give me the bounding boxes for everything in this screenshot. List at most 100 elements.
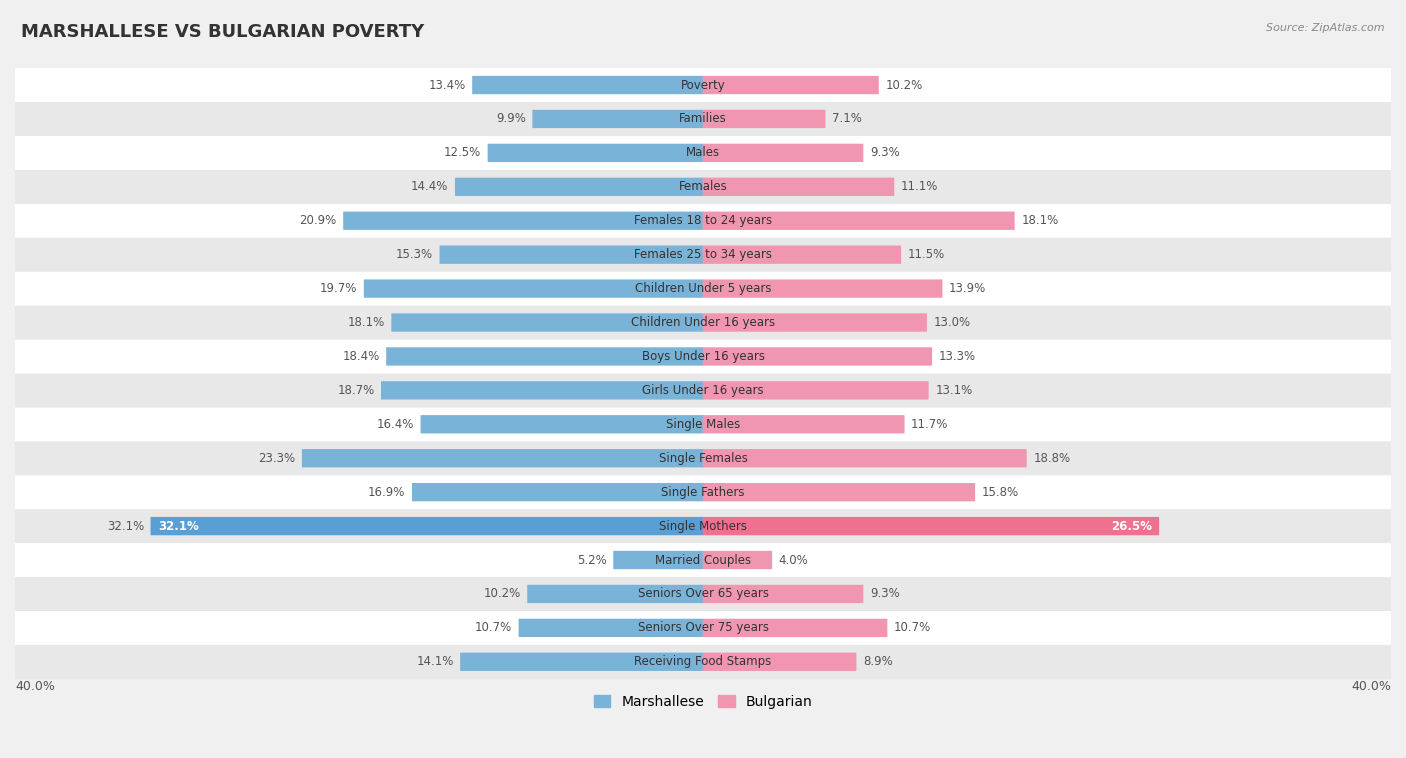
FancyBboxPatch shape xyxy=(15,543,1391,577)
Text: 12.5%: 12.5% xyxy=(444,146,481,159)
Text: Families: Families xyxy=(679,112,727,126)
FancyBboxPatch shape xyxy=(15,441,1391,475)
Text: 18.1%: 18.1% xyxy=(1021,215,1059,227)
FancyBboxPatch shape xyxy=(703,653,856,671)
FancyBboxPatch shape xyxy=(15,238,1391,271)
FancyBboxPatch shape xyxy=(613,551,703,569)
FancyBboxPatch shape xyxy=(381,381,703,399)
Text: Single Females: Single Females xyxy=(658,452,748,465)
Text: 13.4%: 13.4% xyxy=(429,79,465,92)
FancyBboxPatch shape xyxy=(527,584,703,603)
FancyBboxPatch shape xyxy=(15,611,1391,645)
FancyBboxPatch shape xyxy=(15,475,1391,509)
Text: 7.1%: 7.1% xyxy=(832,112,862,126)
FancyBboxPatch shape xyxy=(440,246,703,264)
FancyBboxPatch shape xyxy=(364,280,703,298)
Text: 18.8%: 18.8% xyxy=(1033,452,1070,465)
FancyBboxPatch shape xyxy=(703,144,863,162)
Text: 40.0%: 40.0% xyxy=(15,681,55,694)
Text: 20.9%: 20.9% xyxy=(299,215,336,227)
Text: Seniors Over 75 years: Seniors Over 75 years xyxy=(637,622,769,634)
Text: 15.3%: 15.3% xyxy=(396,248,433,262)
FancyBboxPatch shape xyxy=(15,271,1391,305)
FancyBboxPatch shape xyxy=(391,313,703,332)
FancyBboxPatch shape xyxy=(15,509,1391,543)
FancyBboxPatch shape xyxy=(15,136,1391,170)
FancyBboxPatch shape xyxy=(703,347,932,365)
FancyBboxPatch shape xyxy=(703,551,772,569)
FancyBboxPatch shape xyxy=(703,246,901,264)
Text: Girls Under 16 years: Girls Under 16 years xyxy=(643,384,763,397)
Text: Boys Under 16 years: Boys Under 16 years xyxy=(641,350,765,363)
Text: 13.3%: 13.3% xyxy=(939,350,976,363)
Text: 10.2%: 10.2% xyxy=(484,587,520,600)
FancyBboxPatch shape xyxy=(456,177,703,196)
Text: 26.5%: 26.5% xyxy=(1111,519,1152,533)
FancyBboxPatch shape xyxy=(703,280,942,298)
Text: 11.1%: 11.1% xyxy=(901,180,938,193)
Text: 15.8%: 15.8% xyxy=(981,486,1019,499)
FancyBboxPatch shape xyxy=(15,577,1391,611)
FancyBboxPatch shape xyxy=(15,305,1391,340)
FancyBboxPatch shape xyxy=(703,313,927,332)
FancyBboxPatch shape xyxy=(412,483,703,501)
FancyBboxPatch shape xyxy=(703,584,863,603)
Text: 32.1%: 32.1% xyxy=(157,519,198,533)
Text: 5.2%: 5.2% xyxy=(576,553,606,566)
FancyBboxPatch shape xyxy=(15,407,1391,441)
Text: Single Males: Single Males xyxy=(666,418,740,431)
FancyBboxPatch shape xyxy=(488,144,703,162)
Text: 16.4%: 16.4% xyxy=(377,418,413,431)
FancyBboxPatch shape xyxy=(703,76,879,94)
Text: Children Under 5 years: Children Under 5 years xyxy=(634,282,772,295)
FancyBboxPatch shape xyxy=(533,110,703,128)
FancyBboxPatch shape xyxy=(343,211,703,230)
Text: 13.9%: 13.9% xyxy=(949,282,986,295)
FancyBboxPatch shape xyxy=(15,340,1391,374)
Text: 14.1%: 14.1% xyxy=(416,656,454,669)
Text: Single Mothers: Single Mothers xyxy=(659,519,747,533)
FancyBboxPatch shape xyxy=(15,204,1391,238)
FancyBboxPatch shape xyxy=(15,68,1391,102)
Text: Males: Males xyxy=(686,146,720,159)
Text: 23.3%: 23.3% xyxy=(259,452,295,465)
Text: Children Under 16 years: Children Under 16 years xyxy=(631,316,775,329)
Text: Receiving Food Stamps: Receiving Food Stamps xyxy=(634,656,772,669)
Text: 13.1%: 13.1% xyxy=(935,384,973,397)
Text: 11.5%: 11.5% xyxy=(908,248,945,262)
FancyBboxPatch shape xyxy=(15,170,1391,204)
Text: 10.2%: 10.2% xyxy=(886,79,922,92)
FancyBboxPatch shape xyxy=(703,211,1015,230)
Text: Married Couples: Married Couples xyxy=(655,553,751,566)
Text: Seniors Over 65 years: Seniors Over 65 years xyxy=(637,587,769,600)
Text: 18.4%: 18.4% xyxy=(343,350,380,363)
FancyBboxPatch shape xyxy=(703,177,894,196)
Text: Females 18 to 24 years: Females 18 to 24 years xyxy=(634,215,772,227)
Text: 18.1%: 18.1% xyxy=(347,316,385,329)
Text: 32.1%: 32.1% xyxy=(107,519,143,533)
Text: 9.3%: 9.3% xyxy=(870,587,900,600)
Text: Females: Females xyxy=(679,180,727,193)
Text: 18.7%: 18.7% xyxy=(337,384,374,397)
FancyBboxPatch shape xyxy=(703,619,887,637)
Text: MARSHALLESE VS BULGARIAN POVERTY: MARSHALLESE VS BULGARIAN POVERTY xyxy=(21,23,425,41)
Text: 10.7%: 10.7% xyxy=(475,622,512,634)
Text: 9.3%: 9.3% xyxy=(870,146,900,159)
Text: 40.0%: 40.0% xyxy=(1351,681,1391,694)
Text: Single Fathers: Single Fathers xyxy=(661,486,745,499)
FancyBboxPatch shape xyxy=(15,102,1391,136)
Text: 13.0%: 13.0% xyxy=(934,316,970,329)
Legend: Marshallese, Bulgarian: Marshallese, Bulgarian xyxy=(588,690,818,715)
Text: 16.9%: 16.9% xyxy=(368,486,405,499)
FancyBboxPatch shape xyxy=(703,483,976,501)
Text: 19.7%: 19.7% xyxy=(321,282,357,295)
FancyBboxPatch shape xyxy=(703,449,1026,468)
FancyBboxPatch shape xyxy=(150,517,703,535)
Text: Females 25 to 34 years: Females 25 to 34 years xyxy=(634,248,772,262)
FancyBboxPatch shape xyxy=(302,449,703,468)
FancyBboxPatch shape xyxy=(519,619,703,637)
FancyBboxPatch shape xyxy=(703,517,1159,535)
FancyBboxPatch shape xyxy=(15,645,1391,678)
FancyBboxPatch shape xyxy=(420,415,703,434)
Text: 9.9%: 9.9% xyxy=(496,112,526,126)
